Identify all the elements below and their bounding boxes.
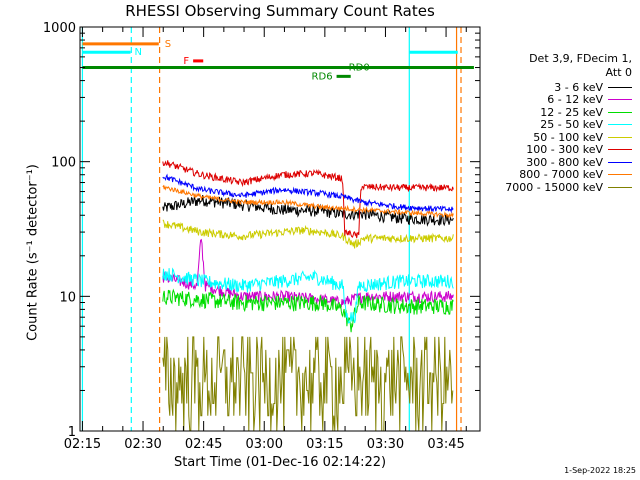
y-axis-ticks: 1 10 100 1000 <box>43 21 480 440</box>
legend-header: Det 3,9, FDecim 1, Att 0 <box>490 52 632 80</box>
x-tick-label: 02:45 <box>185 437 222 452</box>
legend-swatch <box>608 186 632 188</box>
series-line <box>162 267 454 325</box>
legend-entry-label: 25 - 50 keV <box>540 118 603 132</box>
series-line <box>162 238 454 308</box>
annotation-label: F <box>183 56 189 67</box>
legend-swatch <box>608 161 632 163</box>
annotation-bars: S N F RD0 RD6 <box>82 39 474 82</box>
x-axis-label: Start Time (01-Dec-16 02:14:22) <box>173 455 387 470</box>
legend-header-line: Att 0 <box>605 66 632 79</box>
x-tick-label: 02:15 <box>64 437 101 452</box>
legend-entry-label: 6 - 12 keV <box>547 93 603 107</box>
annotation-label: S <box>165 39 171 50</box>
legend-entry: 12 - 25 keV <box>480 106 632 119</box>
y-tick-label: 100 <box>51 156 76 171</box>
y-axis-label: Count Rate (s⁻¹ detector⁻¹) <box>25 164 41 341</box>
series-line <box>162 336 454 432</box>
legend-entry: 25 - 50 keV <box>480 118 632 132</box>
x-tick-label: 03:00 <box>246 437 283 452</box>
annotation-label: RD6 <box>312 71 333 82</box>
legend-entry: 100 - 300 keV <box>480 143 632 157</box>
y-tick-label: 10 <box>59 290 76 305</box>
legend-swatch <box>608 149 632 151</box>
series-lines <box>162 160 454 432</box>
legend-swatch <box>608 124 632 126</box>
legend-swatch <box>608 136 632 138</box>
generated-timestamp: 1-Sep-2022 18:25 <box>564 466 636 475</box>
series-line <box>162 184 454 219</box>
y-tick-label: 1 <box>68 425 76 440</box>
legend-swatch <box>608 86 632 88</box>
x-axis-ticks: 02:15 02:30 02:45 03:00 03:15 03:30 03:45 <box>64 27 467 452</box>
chart-title: RHESSI Observing Summary Count Rates <box>125 2 435 20</box>
x-tick-label: 03:45 <box>427 437 464 452</box>
legend: 3 - 6 keV 6 - 12 keV 12 - 25 keV 25 - 50 ke… <box>480 81 632 194</box>
legend-swatch <box>608 174 632 176</box>
series-line <box>162 288 454 333</box>
y-tick-label: 1000 <box>43 21 76 36</box>
plot-frame <box>79 26 481 432</box>
x-tick-label: 03:15 <box>306 437 343 452</box>
legend-entry: 3 - 6 keV <box>480 81 632 94</box>
legend-swatch <box>608 99 632 101</box>
mode-transition-lines <box>81 27 462 431</box>
legend-entry-label: 100 - 300 keV <box>526 143 603 157</box>
legend-entry-label: 800 - 7000 keV <box>519 168 603 182</box>
annotation-label: N <box>135 47 142 58</box>
legend-entry: 300 - 800 keV <box>480 156 632 169</box>
annotation-label: RD0 <box>349 63 370 74</box>
x-tick-label: 02:30 <box>124 437 161 452</box>
legend-entry: 6 - 12 keV <box>480 93 632 107</box>
legend-entry-label: 7000 - 15000 keV <box>505 180 603 194</box>
legend-swatch <box>608 111 632 113</box>
legend-entry: 50 - 100 keV <box>480 131 632 144</box>
x-tick-label: 03:30 <box>367 437 404 452</box>
series-line <box>162 195 454 227</box>
legend-entry-label: 12 - 25 keV <box>540 105 603 119</box>
legend-header-line: Det 3,9, FDecim 1, <box>529 52 632 65</box>
series-line <box>162 173 454 214</box>
legend-entry-label: 3 - 6 keV <box>554 80 603 94</box>
series-line <box>162 160 454 239</box>
legend-entry: 800 - 7000 keV <box>480 168 632 182</box>
legend-entry-label: 300 - 800 keV <box>526 155 603 169</box>
legend-entry-label: 50 - 100 keV <box>533 130 603 144</box>
series-line <box>162 219 454 249</box>
legend-entry: 7000 - 15000 keV <box>480 181 632 194</box>
